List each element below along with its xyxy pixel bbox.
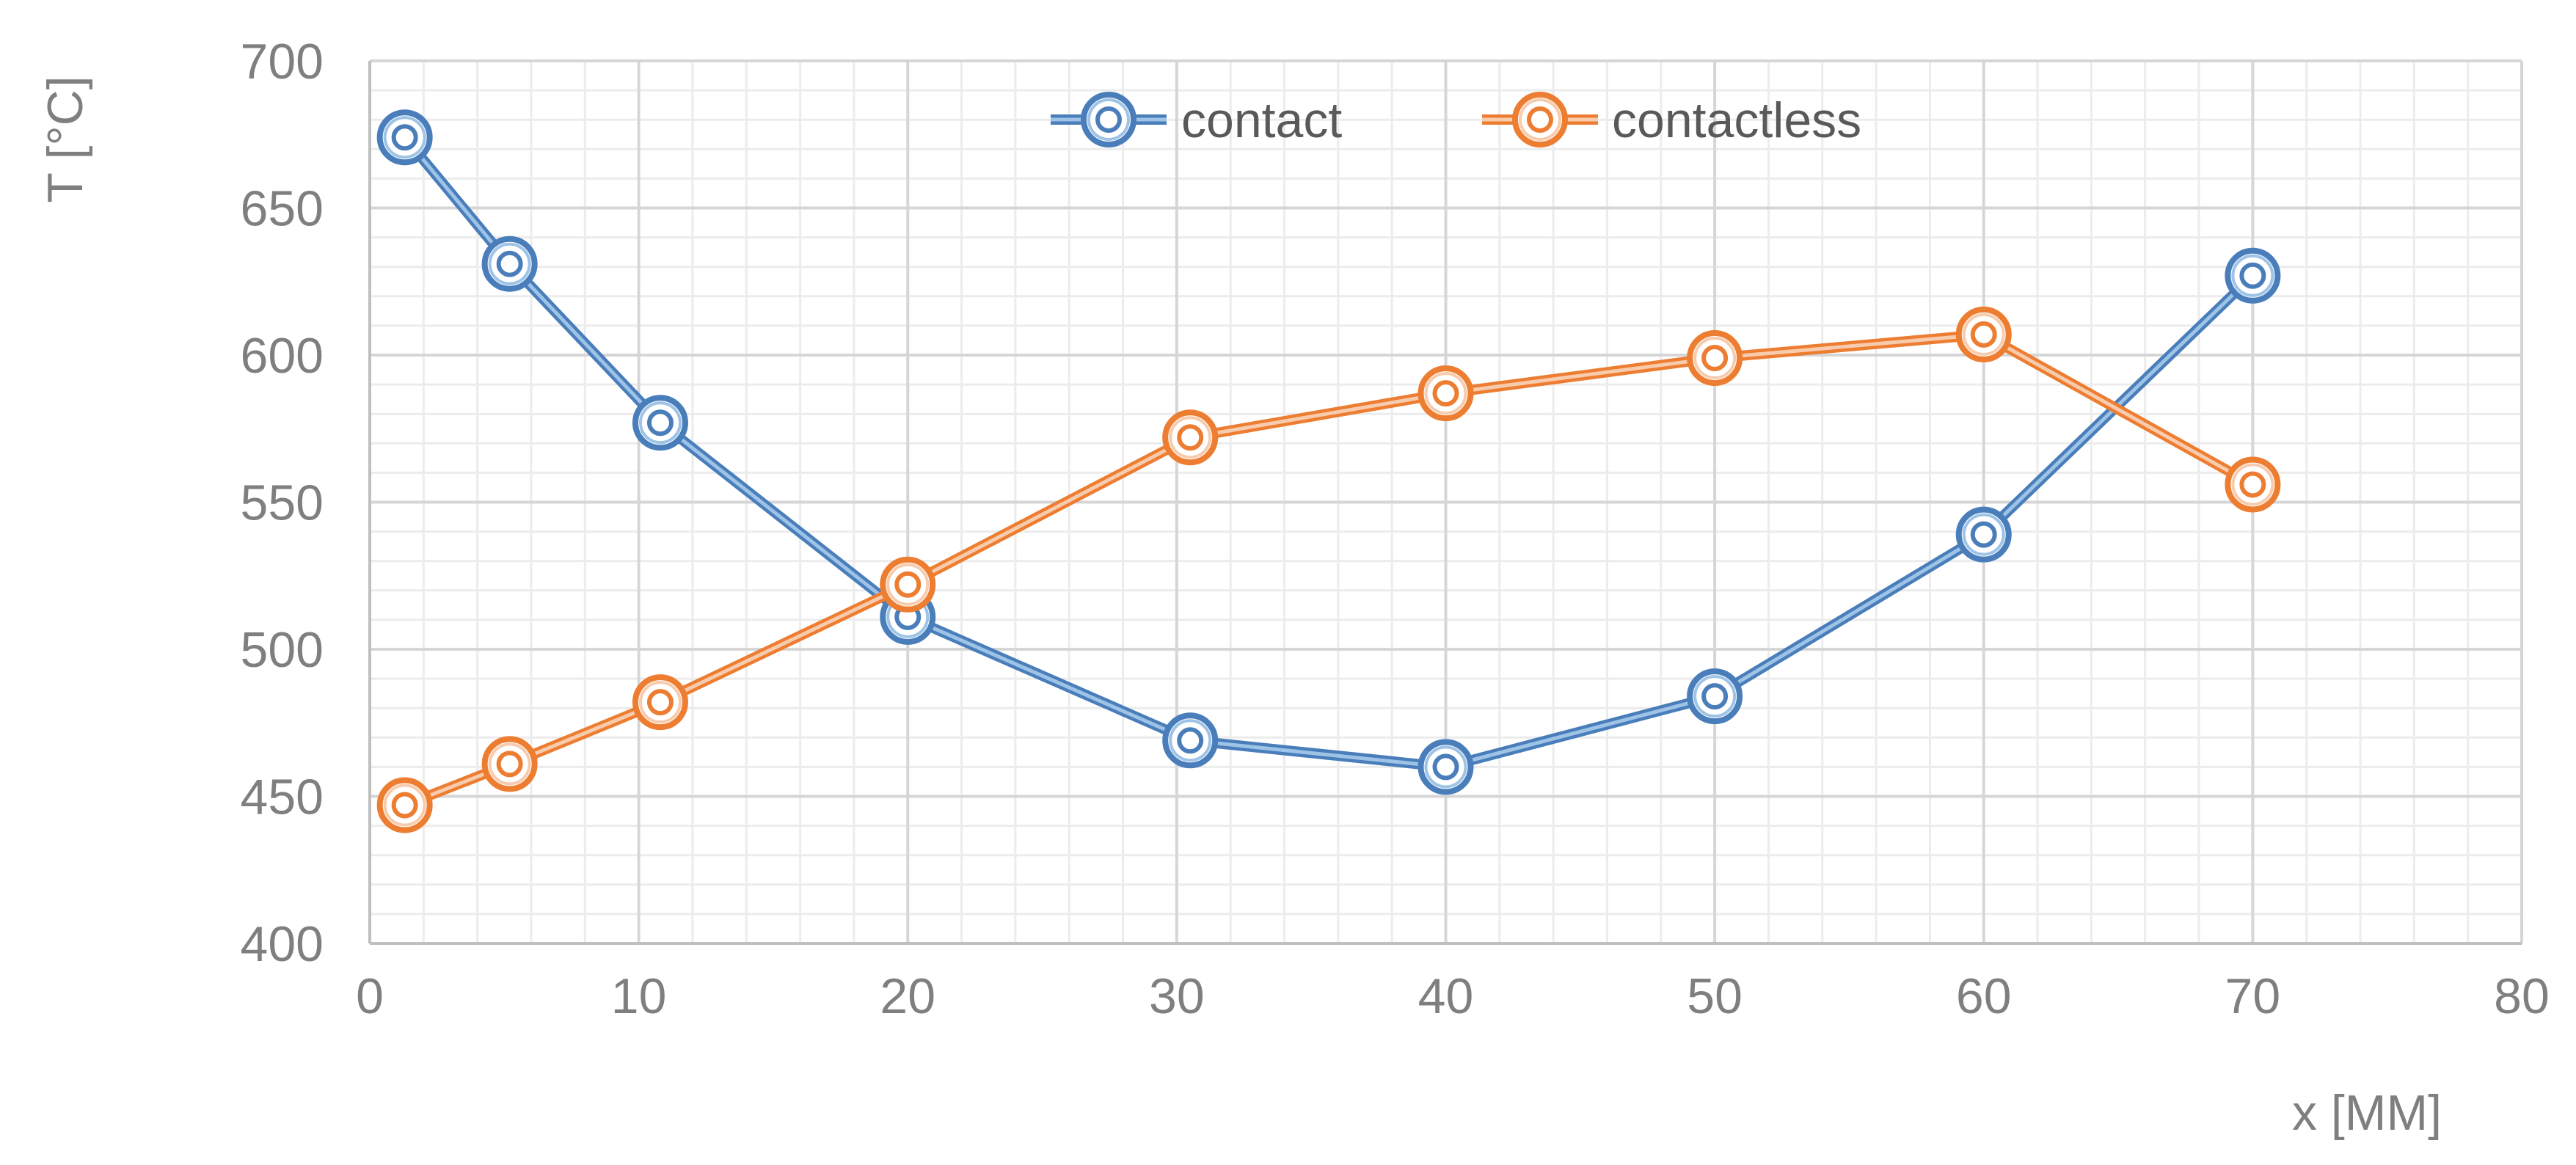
series-lines (376, 109, 2281, 833)
data-point (1955, 306, 2012, 362)
data-point (1417, 365, 1474, 422)
x-axis-tick-labels: 0 10 20 30 40 50 60 70 80 (356, 968, 2550, 1024)
legend-marker (1081, 92, 1136, 147)
x-tick-label: 70 (2225, 968, 2281, 1024)
data-point (481, 235, 538, 292)
y-tick-label: 700 (241, 34, 324, 90)
axes (368, 61, 2522, 945)
x-tick-label: 30 (1149, 968, 1205, 1024)
x-tick-label: 50 (1687, 968, 1743, 1024)
legend: contact contactless (1051, 92, 1861, 148)
x-axis-title: x [MM] (2292, 1085, 2442, 1141)
legend-item-contact: contact (1051, 92, 1342, 148)
y-tick-label: 600 (241, 328, 324, 384)
y-tick-label: 450 (241, 770, 324, 825)
data-point (376, 777, 433, 833)
legend-item-contactless: contactless (1482, 92, 1861, 148)
legend-label: contact (1181, 92, 1342, 148)
series-line-inner (403, 135, 2255, 769)
series-contactless (376, 306, 2281, 833)
data-point (1162, 409, 1219, 466)
data-point (1687, 668, 1743, 725)
data-point (632, 674, 688, 731)
series-line-inner (403, 332, 2255, 808)
y-tick-label: 550 (241, 475, 324, 531)
legend-marker (1512, 92, 1568, 147)
data-point (880, 556, 936, 613)
data-point (481, 736, 538, 792)
legend-label: contactless (1612, 92, 1861, 148)
y-tick-label: 650 (241, 181, 324, 237)
series-line-outer (399, 132, 2258, 773)
x-tick-label: 80 (2494, 968, 2550, 1024)
data-point (376, 109, 433, 166)
grid (368, 59, 2523, 945)
y-tick-label: 400 (241, 916, 324, 972)
data-point (632, 395, 688, 451)
x-tick-label: 20 (880, 968, 935, 1024)
x-tick-label: 60 (1956, 968, 2012, 1024)
data-point (1417, 739, 1474, 795)
data-point (2225, 247, 2281, 304)
data-point (1955, 506, 2012, 563)
y-axis-tick-labels: 400 450 500 550 600 650 700 (241, 34, 324, 972)
data-point (1162, 712, 1219, 769)
y-tick-label: 500 (241, 622, 324, 678)
data-point (1687, 330, 1743, 387)
x-tick-label: 40 (1418, 968, 1474, 1024)
x-tick-label: 10 (611, 968, 667, 1024)
y-axis-title: T [°C] (37, 76, 93, 202)
series-line-outer (399, 329, 2258, 811)
x-tick-label: 0 (356, 968, 384, 1024)
data-point (2225, 456, 2281, 513)
